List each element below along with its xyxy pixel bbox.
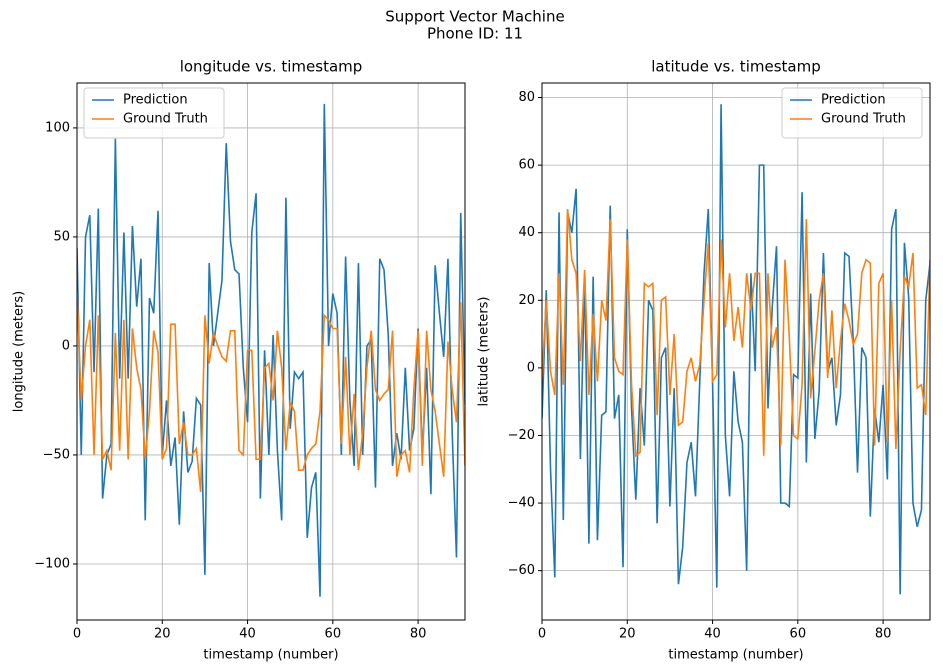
y-tick-label: −100 [34, 556, 70, 571]
x-tick-label: 80 [875, 627, 892, 642]
y-tick-label: 40 [518, 225, 535, 240]
y-axis-label: longitude (meters) [12, 291, 27, 412]
y-tick-label: 0 [62, 338, 70, 353]
x-tick-label: 0 [73, 627, 81, 642]
axes-frame [76, 82, 466, 621]
y-tick-label: −50 [43, 447, 70, 462]
x-tick-label: 60 [790, 627, 807, 642]
x-axis-label: timestamp (number) [203, 648, 338, 663]
y-tick-label: −60 [508, 563, 535, 578]
legend-label: Prediction [123, 93, 188, 108]
y-tick-label: 100 [45, 120, 70, 135]
x-tick-label: 80 [410, 627, 427, 642]
legend-label: Ground Truth [821, 112, 906, 127]
y-tick-label: 60 [518, 158, 535, 173]
y-axis-label: latitude (meters) [477, 296, 492, 406]
legend: Prediction Ground Truth [781, 87, 923, 139]
subplot-title: latitude vs. timestamp [651, 58, 820, 76]
x-tick-label: 60 [325, 627, 342, 642]
y-tick-label: −20 [508, 428, 535, 443]
plot-lines [77, 103, 465, 597]
x-tick-label: 40 [704, 627, 721, 642]
x-tick-label: 0 [538, 627, 546, 642]
y-tick-label: −40 [508, 496, 535, 511]
y-tick-label: 0 [527, 360, 535, 375]
legend-label: Ground Truth [123, 112, 208, 127]
legend-label: Prediction [821, 93, 886, 108]
y-tick-label: 20 [518, 293, 535, 308]
series-line [542, 104, 930, 595]
legend-box [781, 87, 923, 139]
x-tick-label: 40 [239, 627, 256, 642]
x-tick-label: 20 [154, 627, 171, 642]
x-tick-label: 20 [619, 627, 636, 642]
series-line [542, 208, 930, 458]
x-axis-label: timestamp (number) [668, 648, 803, 663]
axes-frame [541, 82, 931, 621]
y-tick-label: 80 [518, 90, 535, 105]
y-tick-label: 50 [53, 229, 70, 244]
subplot-title: longitude vs. timestamp [180, 58, 363, 76]
legend: Prediction Ground Truth [83, 87, 225, 139]
legend-box [83, 87, 225, 139]
series-line [77, 291, 465, 493]
subplot: latitude vs. timestamp 0 20 40 60 80 −60 −40 −20… [477, 58, 931, 663]
figure-subtitle: Phone ID: 11 [427, 25, 523, 43]
figure-title: Support Vector Machine [385, 8, 564, 26]
plot-lines [542, 104, 930, 595]
subplot: longitude vs. timestamp 0 20 40 60 80 −100 −50 0… [12, 58, 466, 663]
